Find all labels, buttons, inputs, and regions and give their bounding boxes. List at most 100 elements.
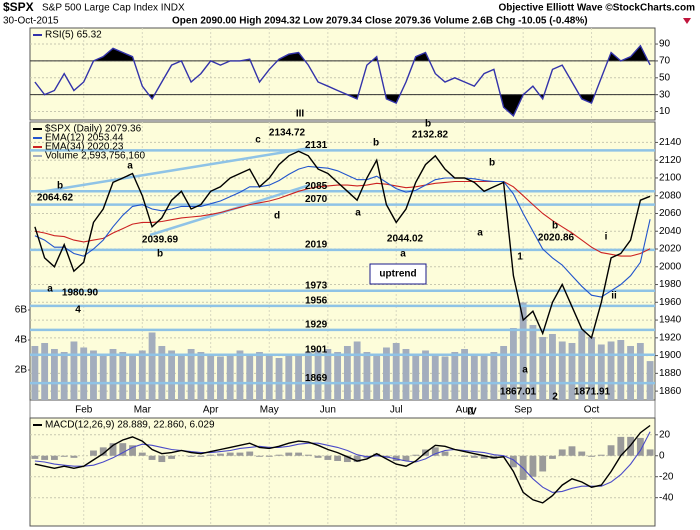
y-tick-label: 2080 <box>659 190 682 201</box>
histogram-bar <box>441 451 449 456</box>
y-tick-label: 2040 <box>659 226 682 237</box>
histogram-bar <box>568 446 576 456</box>
volume-bar <box>578 330 586 400</box>
y-tick-label: 2140 <box>659 137 682 148</box>
volume-bar <box>470 353 478 400</box>
legend-label: EMA(12) 2053.44 <box>45 133 124 144</box>
panel-background <box>29 417 656 527</box>
series-line <box>34 180 651 257</box>
legend-label: MACD(12,26,9) 28.889, 22.860, 6.029 <box>45 420 215 431</box>
annotation: b <box>57 181 63 192</box>
histogram-bar <box>304 454 312 456</box>
annotation: 1867.01 <box>500 387 537 398</box>
date: 30-Oct-2015 <box>3 16 59 27</box>
histogram-bar <box>588 455 595 457</box>
series-line <box>34 150 651 340</box>
volume-bar <box>265 353 273 400</box>
credit: Objective Elliott Wave ©StockCharts.com <box>499 3 696 14</box>
volume-bar <box>402 348 410 400</box>
volume-bar <box>168 350 176 400</box>
series-line <box>34 165 651 298</box>
x-tick-label: Jun <box>320 405 336 416</box>
y-tick-label: 10 <box>659 106 671 117</box>
level-label: 1929 <box>305 319 328 330</box>
histogram-bar <box>353 455 361 463</box>
annotation: 1980.90 <box>62 288 99 299</box>
annotation: a <box>355 208 361 219</box>
level-label: 1973 <box>305 280 328 291</box>
annotation: a <box>477 228 483 239</box>
y-tick-label: -40 <box>659 492 674 503</box>
histogram-bar <box>373 453 381 456</box>
volume-bar <box>275 357 283 400</box>
histogram-bar <box>129 445 136 456</box>
volume-bar <box>109 348 117 400</box>
annotation: b <box>552 221 558 232</box>
volume-bar <box>441 356 449 400</box>
y-tick-label: 1940 <box>659 315 682 326</box>
volume-bar <box>558 341 566 400</box>
volume-bar <box>246 354 254 400</box>
histogram-bar <box>578 451 586 456</box>
y-tick-label: 1980 <box>659 279 682 290</box>
histogram-bar <box>558 449 566 456</box>
legend-label: $SPX (Daily) 2079.36 <box>45 124 142 135</box>
level-label: 2070 <box>305 194 328 205</box>
volume-bar <box>549 333 556 400</box>
volume-bar <box>451 351 459 400</box>
x-tick-label: Jul <box>390 405 403 416</box>
histogram-bar <box>324 455 332 460</box>
annotation: b <box>157 249 163 260</box>
x-tick-label: Apr <box>203 405 219 416</box>
volume-bar <box>363 351 371 400</box>
annotation: b <box>489 158 495 169</box>
volume-bar <box>607 341 615 400</box>
legend-label: EMA(34) 2020.23 <box>45 142 124 153</box>
level-label: 1956 <box>305 295 328 306</box>
volume-bar <box>236 350 244 400</box>
histogram-bar <box>431 447 439 456</box>
panel <box>30 28 655 120</box>
volume-bar <box>226 353 234 400</box>
y-tick-label: 1960 <box>659 297 682 308</box>
volume-bar <box>636 342 644 400</box>
annotation: c <box>255 135 261 146</box>
annotation: i <box>605 232 608 243</box>
series-line <box>34 431 651 493</box>
annotation: b <box>425 119 431 130</box>
y-tick-label: 0 <box>659 450 665 461</box>
y-tick-label: 2120 <box>659 155 682 166</box>
histogram-bar <box>70 455 78 458</box>
histogram-bar <box>60 455 68 457</box>
series-line <box>34 424 651 504</box>
annotation: a <box>400 249 406 260</box>
volume-bar <box>539 336 547 400</box>
histogram-bar <box>187 455 195 457</box>
y-tick-label: 2100 <box>659 173 682 184</box>
histogram-bar <box>402 455 410 461</box>
histogram-bar <box>597 454 605 456</box>
annotation: 2039.69 <box>142 235 179 246</box>
annotation: III <box>296 109 305 120</box>
annotation: a <box>47 284 53 295</box>
volume-bar <box>256 351 263 400</box>
x-tick-label: Oct <box>584 405 600 416</box>
x-tick-label: Aug <box>456 405 474 416</box>
y-tick-label: 1900 <box>659 350 682 361</box>
histogram-bar <box>90 450 97 456</box>
y-tick-label: 2000 <box>659 261 682 272</box>
annotation: a <box>127 161 133 172</box>
level-label: 2085 <box>305 181 328 192</box>
trend-line <box>39 146 311 194</box>
y-tick-label: 1860 <box>659 386 682 397</box>
annotation: 2020.86 <box>538 233 575 244</box>
volume-bar <box>353 341 361 400</box>
histogram-bar <box>314 455 322 458</box>
y-tick-label: 2060 <box>659 208 682 219</box>
histogram-bar <box>617 436 625 456</box>
annotation: 2134.72 <box>269 128 306 139</box>
symbol: $SPX <box>3 0 34 14</box>
histogram-bar <box>148 455 156 460</box>
